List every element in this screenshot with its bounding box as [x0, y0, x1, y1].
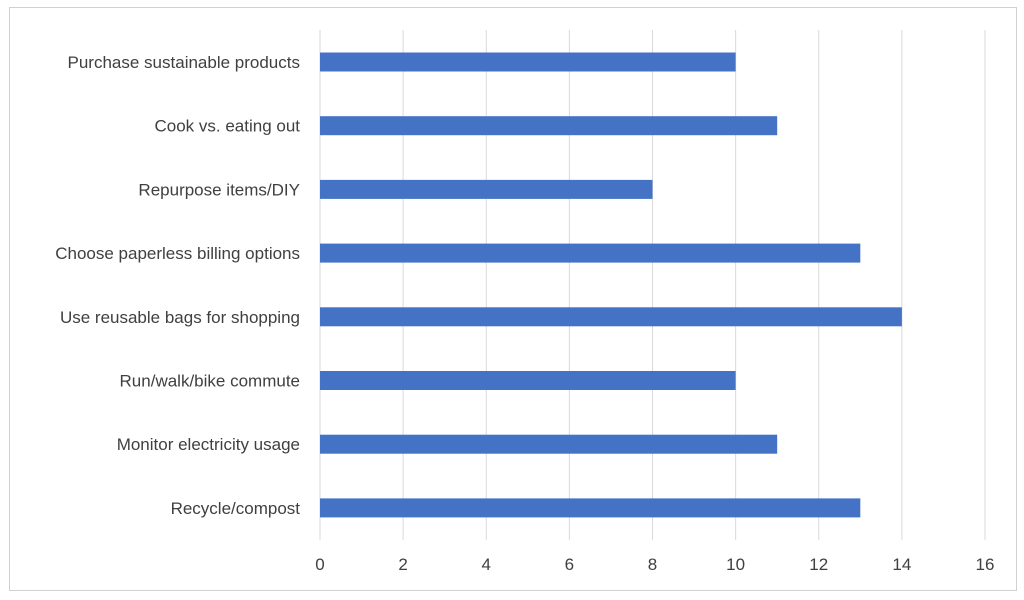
bar: [320, 179, 653, 199]
category-label: Cook vs. eating out: [154, 117, 300, 136]
bar: [320, 371, 736, 390]
x-tick-label: 8: [648, 555, 657, 574]
x-tick-label: 4: [482, 555, 491, 574]
bar: [320, 498, 861, 518]
x-tick-label: 10: [726, 555, 745, 574]
category-label: Run/walk/bike commute: [120, 372, 300, 391]
x-tick-label: 6: [565, 555, 574, 574]
category-label: Use reusable bags for shopping: [60, 308, 300, 327]
gridlines: [319, 30, 986, 540]
bar: [320, 307, 902, 327]
bars: [320, 52, 902, 518]
category-label: Recycle/compost: [171, 499, 301, 518]
x-tick-label: 14: [892, 555, 911, 574]
bar: [320, 116, 778, 136]
x-tick-label: 16: [976, 555, 995, 574]
bar: [320, 243, 861, 263]
chart-frame: [9, 7, 1017, 591]
category-label: Repurpose items/DIY: [138, 180, 300, 199]
x-tick-label: 2: [398, 555, 407, 574]
category-label: Choose paperless billing options: [55, 244, 300, 263]
bar: [320, 434, 778, 454]
category-label: Purchase sustainable products: [68, 53, 300, 72]
category-label: Monitor electricity usage: [117, 435, 300, 454]
bar: [320, 52, 736, 72]
category-labels: Purchase sustainable products Cook vs. ea…: [55, 53, 300, 518]
x-tick-label: 0: [315, 555, 324, 574]
x-tick-labels: 0 2 4 6 8 10 12 14 16: [315, 555, 994, 574]
x-tick-label: 12: [809, 555, 828, 574]
